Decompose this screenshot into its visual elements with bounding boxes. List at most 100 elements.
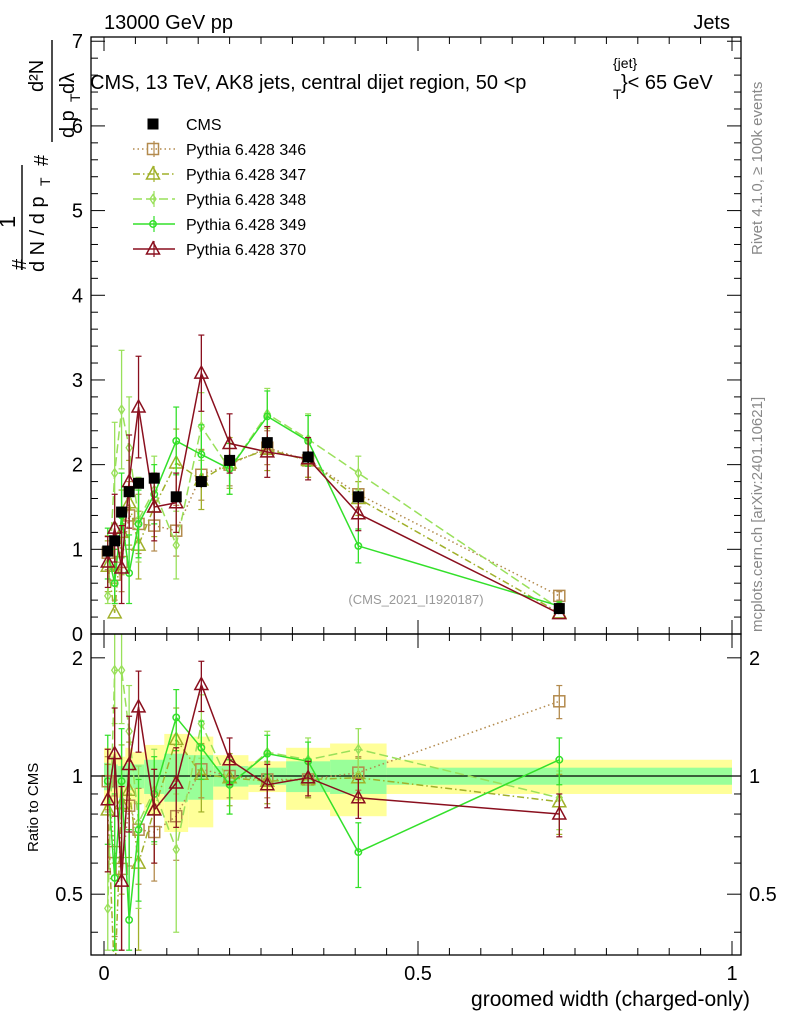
ylabel-hash2: # (31, 154, 53, 166)
main-point-cms (224, 454, 236, 466)
ratio-point-p370 (121, 755, 137, 771)
main-point-cms (302, 451, 314, 463)
main-point-p370 (221, 434, 238, 450)
ylabel-den-sub: T (67, 93, 83, 102)
x-tick-label: 1 (726, 963, 737, 985)
main-point-p370 (113, 559, 130, 574)
ratio-series-group (100, 634, 568, 986)
main-point-p370 (193, 364, 210, 379)
ratio-point-p370 (221, 751, 238, 766)
main-point-p370 (106, 519, 123, 534)
main-point-p348 (117, 403, 126, 416)
ratio-ytick-label-right: 1 (749, 766, 760, 788)
ratio-uncertainty-bands (91, 733, 741, 833)
ratio-point-p370 (168, 774, 184, 789)
ratio-point-p370 (300, 769, 316, 784)
x-tick-label: 0.5 (404, 963, 432, 985)
main-title-sub: T (613, 86, 622, 102)
ratio-point-p349 (263, 749, 272, 758)
main-point-p348 (103, 590, 112, 602)
ratio-ytick-label-right: 0.5 (749, 884, 777, 906)
ratio-point-p347 (108, 974, 121, 986)
main-series-cms (102, 436, 565, 615)
ratio-point-p349 (110, 873, 119, 882)
legend-entry-p349: Pythia 6.428 349 (133, 216, 306, 234)
ratio-point-p370 (259, 776, 276, 791)
ylabel-den-end: dλ (57, 73, 79, 94)
ratio-point-p349 (197, 743, 206, 752)
main-ytick-label: 3 (72, 370, 83, 392)
main-series-p348 (103, 349, 564, 615)
ratio-point-p349 (134, 825, 143, 834)
main-point-cms (261, 437, 273, 449)
legend-label-p349: Pythia 6.428 349 (186, 217, 306, 234)
ratio-ytick-label-left: 1 (72, 766, 83, 788)
main-point-p349 (197, 450, 206, 459)
ratio-point-p349 (354, 848, 363, 857)
ratio-point-p370 (106, 745, 123, 760)
ratio-point-p370 (113, 872, 130, 887)
ratio-ytick-label-left: 2 (72, 648, 83, 670)
ratio-point-p349 (555, 755, 564, 764)
main-title: CMS, 13 TeV, AK8 jets, central dijet reg… (90, 72, 526, 94)
legend-entry-p346: Pythia 6.428 346 (133, 141, 306, 159)
ratio-point-p348 (110, 664, 119, 676)
main-ytick-label: 6 (72, 116, 83, 138)
ratio-point-p370 (130, 698, 147, 713)
main-point-cms (123, 486, 135, 498)
main-title-end: }< 65 GeV (621, 72, 713, 94)
ratio-point-p349 (172, 713, 181, 722)
legend-label-p347: Pythia 6.428 347 (186, 167, 306, 184)
main-point-p348 (110, 467, 119, 479)
ylabel-num: d²N (26, 60, 48, 92)
main-point-p347 (106, 604, 123, 619)
legend-label-p370: Pythia 6.428 370 (186, 242, 306, 259)
main-point-p349 (134, 519, 143, 528)
main-point-cms (553, 603, 565, 615)
ratio-point-p348 (117, 664, 126, 676)
ylabel-dn-sub: T (37, 177, 53, 186)
main-ylabel: # 1 d N / d p T # d²N d p T dλ (0, 40, 83, 272)
main-point-p349 (172, 436, 181, 445)
ratio-series-p370 (100, 660, 568, 951)
main-point-cms (116, 506, 128, 518)
main-title-sup: {jet} (613, 55, 637, 71)
rivet-label: Rivet 4.1.0, ≥ 100k events (749, 82, 766, 255)
main-point-cms (148, 472, 160, 484)
main-ytick-label: 1 (72, 539, 83, 561)
main-ytick-label: 0 (72, 624, 83, 646)
main-title-text: CMS, 13 TeV, AK8 jets, central dijet reg… (90, 72, 526, 94)
ratio-point-p348 (103, 902, 112, 915)
ratio-point-p370 (193, 675, 210, 691)
ratio-ytick-label-left: 0.5 (55, 884, 83, 906)
main-point-p370 (100, 553, 116, 568)
ratio-point-p349 (125, 915, 134, 924)
legend-marker-cms (147, 118, 159, 130)
main-point-p370 (146, 498, 162, 513)
legend-entry-cms: CMS (147, 117, 222, 134)
ylabel-one: 1 (0, 216, 20, 228)
main-point-p348 (354, 467, 363, 479)
header-left: 13000 GeV pp (104, 12, 233, 34)
legend-entry-p347: Pythia 6.428 347 (133, 165, 306, 184)
legend-marker-p346 (146, 142, 160, 156)
main-point-p370 (259, 443, 276, 458)
x-axis-label: groomed width (charged-only) (471, 988, 750, 1011)
main-point-p349 (354, 541, 363, 550)
mcplots-label: mcplots.cern.ch [arXiv:2401.10621] (749, 397, 766, 632)
main-point-cms (133, 477, 145, 489)
header-right: Jets (693, 12, 730, 34)
main-ytick-label: 2 (72, 455, 83, 477)
ratio-frame (90, 633, 742, 956)
legend-entry-p348: Pythia 6.428 348 (133, 191, 306, 209)
legend-marker-p347 (145, 165, 161, 180)
main-point-p349 (263, 412, 272, 421)
ratio-point-p349 (117, 777, 126, 786)
ratio-point-p348 (172, 843, 181, 856)
main-point-cms (352, 491, 364, 503)
legend-entry-p370: Pythia 6.428 370 (133, 240, 306, 259)
legend-label-cms: CMS (186, 117, 222, 134)
main-ytick-label: 5 (72, 201, 83, 223)
